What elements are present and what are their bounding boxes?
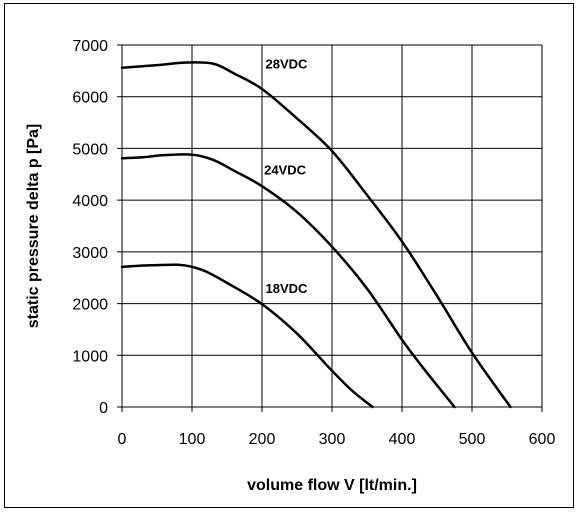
curves [120,61,512,409]
y-axis-title: static pressure delta p [Pa] [25,124,42,329]
y-tick-label: 2000 [72,297,108,314]
series-label-18vdc: 18VDC [266,281,309,296]
y-tick-label: 7000 [72,38,108,55]
chart-frame [4,3,574,508]
series-line-24vdc [120,153,456,409]
y-tick-label: 5000 [72,141,108,158]
y-tick-label: 0 [99,400,108,417]
x-tick-label: 100 [179,431,206,448]
grid: 0 100 200 300 400 500 600010002000300040005000… [72,38,555,448]
labels: 28VDC 24VDC 18VDC [264,56,308,296]
series-label-28vdc: 28VDC [266,56,309,71]
y-tick-label: 1000 [72,348,108,365]
x-tick-label: 0 [118,431,127,448]
series-line-18vdc [120,263,374,409]
series-line-28vdc [120,61,512,409]
x-tick-label: 500 [459,431,486,448]
series-label-24vdc: 24VDC [264,162,307,177]
y-tick-label: 4000 [72,193,108,210]
x-tick-label: 300 [319,431,346,448]
y-tick-label: 6000 [72,90,108,107]
y-tick-label: 3000 [72,245,108,262]
x-tick-label: 600 [529,431,556,448]
x-tick-label: 400 [389,431,416,448]
x-tick-label: 200 [249,431,276,448]
x-axis-title: volume flow V [lt/min.] [247,477,417,494]
